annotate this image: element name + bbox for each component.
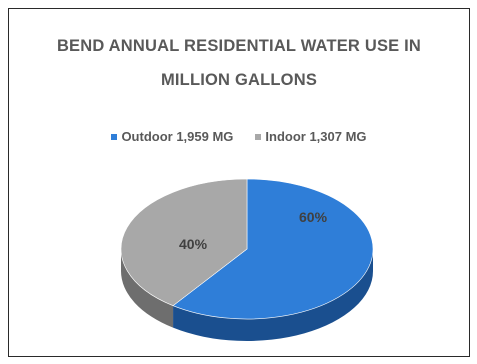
pie-slice-0: [172, 178, 374, 320]
pie-side-1-0: [121, 249, 174, 328]
chart-legend: Outdoor 1,959 MG Indoor 1,307 MG: [9, 129, 469, 144]
pie-chart: 60% 40%: [120, 178, 374, 341]
chart-frame: BEND ANNUAL RESIDENTIAL WATER USE IN MIL…: [8, 8, 470, 357]
legend-swatch-indoor: [255, 133, 262, 140]
legend-item-indoor: Indoor 1,307 MG: [255, 129, 367, 144]
legend-item-outdoor: Outdoor 1,959 MG: [111, 129, 233, 144]
legend-swatch-outdoor: [111, 133, 118, 140]
chart-title-line-1: BEND ANNUAL RESIDENTIAL WATER USE IN: [56, 37, 422, 55]
data-label-outdoor: 60%: [299, 209, 328, 225]
legend-label-indoor: Indoor 1,307 MG: [265, 129, 367, 144]
pie-layer: [120, 178, 374, 341]
pie-slice-1: [120, 178, 248, 307]
legend-label-outdoor: Outdoor 1,959 MG: [121, 129, 234, 144]
chart-title-line-2: MILLION GALLONS: [160, 71, 318, 89]
data-label-indoor: 40%: [179, 236, 208, 252]
